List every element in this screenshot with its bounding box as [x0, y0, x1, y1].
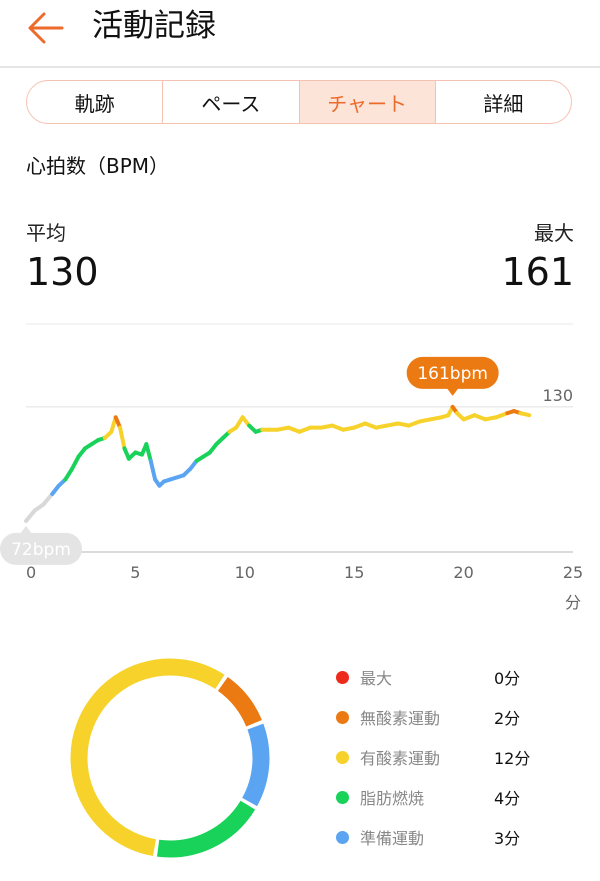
max-callout-bubble	[406, 356, 499, 389]
max-callout-pointer	[446, 387, 459, 396]
legend-dot	[336, 711, 349, 724]
legend-item-fat-burn: 脂肪燃焼 4分	[336, 780, 576, 820]
tab-bar: 軌跡 ペース チャート 詳細	[26, 80, 572, 124]
legend-label: 準備運動	[360, 829, 425, 848]
tab-track[interactable]: 軌跡	[74, 91, 115, 116]
legend-item-aerobic: 有酸素運動 12分	[336, 740, 576, 780]
legend-label: 無酸素運動	[360, 709, 441, 728]
x-tick-label: 15	[344, 563, 364, 582]
legend-item-warmup: 準備運動 3分	[336, 820, 576, 860]
hr-line-segment	[63, 467, 74, 482]
donut-segment	[217, 677, 262, 727]
donut-segment	[156, 800, 256, 858]
x-tick-label: 0	[26, 563, 36, 582]
legend-value: 2分	[494, 709, 521, 728]
legend-dot	[336, 791, 349, 804]
legend-value: 3分	[494, 829, 521, 848]
max-callout-label: 161bpm	[417, 364, 488, 384]
average-label: 平均	[26, 221, 66, 245]
donut-segment	[70, 658, 225, 857]
max-value: 161	[501, 250, 574, 294]
tab-chart[interactable]: チャート	[298, 81, 435, 123]
heart-rate-chart: 130 0 5 10 15 20 25 分 161bpm 72bpm	[0, 323, 583, 612]
tab-details[interactable]: 詳細	[434, 81, 571, 123]
legend-item-anaerobic: 無酸素運動 2分	[336, 700, 576, 740]
hr-line-segment	[118, 425, 127, 451]
legend-dot	[336, 831, 349, 844]
header-divider	[0, 66, 600, 68]
legend-value: 0分	[494, 669, 521, 688]
average-line-label: 130	[542, 386, 573, 405]
hr-line-segment	[69, 454, 81, 472]
legend-dot	[336, 671, 349, 684]
hr-line-segment	[518, 411, 532, 418]
x-tick-label: 20	[453, 563, 473, 582]
page-title: 活動記録	[92, 8, 216, 44]
app-header: 活動記録	[0, 0, 600, 66]
min-callout-label: 72bpm	[11, 540, 71, 560]
legend-label: 脂肪燃焼	[360, 789, 425, 808]
hr-line-segment	[41, 491, 55, 507]
back-button[interactable]	[26, 10, 66, 46]
legend-value: 4分	[494, 789, 521, 808]
arrow-left-icon	[28, 12, 64, 44]
x-tick-label: 25	[563, 563, 583, 582]
legend-item-max: 最大 0分	[336, 660, 576, 700]
heart-rate-title: 心拍数（BPM）	[26, 154, 170, 178]
tab-pace[interactable]: ペース	[162, 81, 298, 123]
donut-segment	[242, 723, 270, 807]
legend-label: 最大	[360, 669, 393, 688]
hr-line-segment	[144, 442, 153, 463]
zone-donut-chart	[70, 658, 270, 858]
x-tick-label: 10	[235, 563, 255, 582]
hr-line-segment	[24, 508, 37, 523]
legend-dot	[336, 751, 349, 764]
x-axis-unit: 分	[565, 593, 581, 612]
legend-value: 12分	[494, 749, 531, 768]
max-label: 最大	[534, 221, 574, 245]
average-value: 130	[26, 250, 99, 294]
x-tick-label: 5	[130, 563, 140, 582]
min-callout-pointer	[20, 525, 32, 534]
hr-line-segment	[148, 458, 158, 482]
min-callout-bubble	[0, 532, 82, 565]
legend-label: 有酸素運動	[360, 749, 441, 768]
